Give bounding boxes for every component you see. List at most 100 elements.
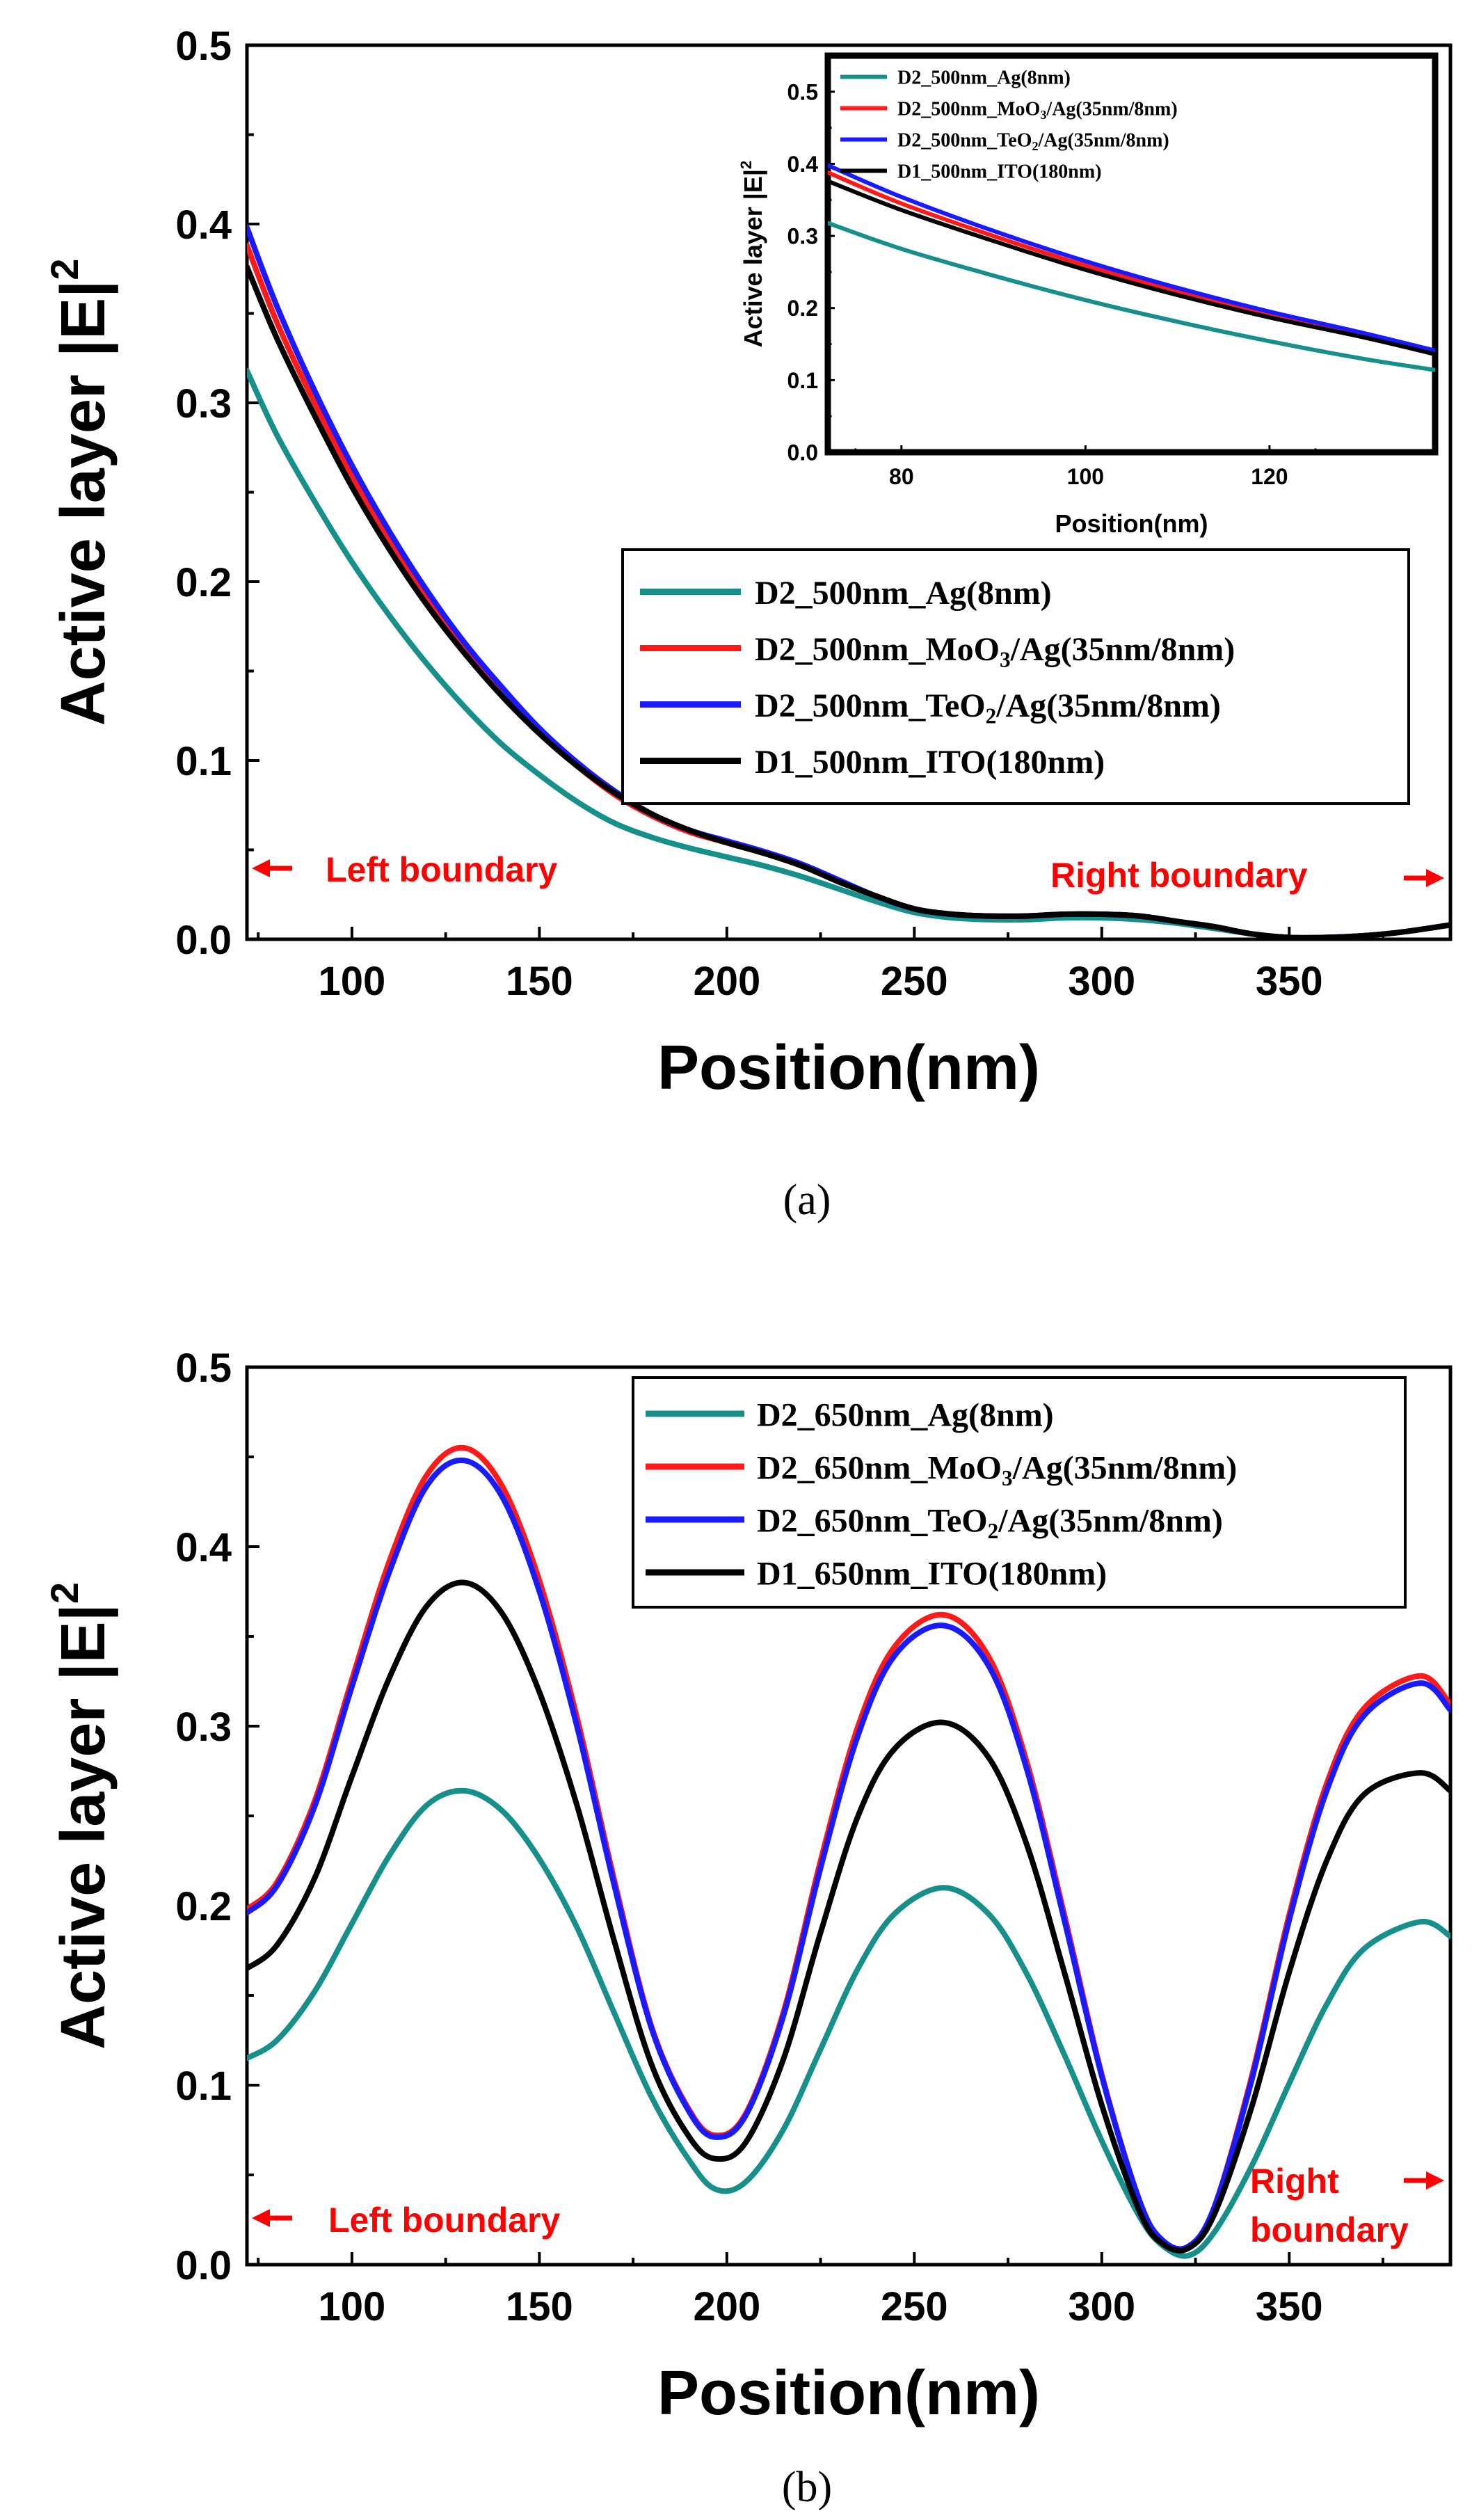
y-axis-title-main: Active layer |E| bbox=[739, 169, 768, 347]
legend-label: D2_650nm_Ag(8nm) bbox=[757, 1396, 1054, 1433]
series-line-3 bbox=[247, 1579, 1450, 2254]
legend-label: D2_500nm_Ag(8nm) bbox=[755, 575, 1052, 612]
y-axis: 0.0 0.1 0.2 0.3 0.4 0.5 bbox=[787, 79, 835, 465]
series-line-1 bbox=[828, 170, 1435, 354]
y-tick-label: 0.5 bbox=[175, 1346, 232, 1391]
legend-label-subscript: 2 bbox=[986, 703, 997, 728]
legend-label-main: D1_500nm_ITO(180nm) bbox=[755, 744, 1105, 781]
x-tick-label: 200 bbox=[693, 959, 760, 1004]
x-axis-title: Position(nm) bbox=[657, 1033, 1040, 1103]
legend-label-subscript: 3 bbox=[1002, 1466, 1013, 1490]
y-axis-title: Active layer |E|2 bbox=[737, 161, 768, 348]
panel-a-inset: 80 100 120 0.0 0.1 0.2 0.3 0.4 0.5 Position(nm) Ac… bbox=[737, 52, 1439, 538]
left-boundary-label: Left boundary bbox=[326, 850, 558, 889]
legend-label-main: D2_650nm_TeO bbox=[757, 1502, 988, 1539]
y-tick-label: 0.2 bbox=[787, 296, 818, 321]
y-axis-title-main: Active layer |E| bbox=[49, 280, 119, 726]
legend-label: D2_650nm_TeO2/Ag(35nm/8nm) bbox=[757, 1502, 1223, 1543]
left-boundary-arrow-head bbox=[252, 859, 270, 877]
x-tick-label: 350 bbox=[1256, 2284, 1323, 2329]
legend-label-main: D2_500nm_TeO bbox=[755, 687, 986, 724]
legend-label: D2_650nm_MoO3/Ag(35nm/8nm) bbox=[757, 1449, 1237, 1490]
right-boundary-label: Right boundary bbox=[1050, 856, 1308, 895]
y-axis-title-superscript: 2 bbox=[42, 1582, 86, 1604]
y-axis-title-superscript: 2 bbox=[737, 161, 755, 169]
y-tick-label: 0.3 bbox=[175, 1705, 232, 1750]
panel-b: 100 150 200 250 300 350 0.0 0.1 0.2 0.3 0.4 0.5 Posi… bbox=[42, 1346, 1453, 2511]
series-group bbox=[247, 225, 1450, 939]
y-axis-title-main: Active layer |E| bbox=[49, 1604, 119, 2050]
right-boundary-label-line1: Right bbox=[1250, 2162, 1339, 2201]
legend-label: D2_500nm_TeO2/Ag(35nm/8nm) bbox=[897, 130, 1169, 154]
series-line-0 bbox=[828, 221, 1435, 372]
figure-root: 100 150 200 250 300 350 0.0 0.1 0.2 0.3 0.4 0.5 Posi… bbox=[42, 24, 1453, 2511]
series-line-2 bbox=[828, 163, 1435, 353]
legend-label-subscript: 2 bbox=[1032, 139, 1038, 153]
legend-label-main: D2_650nm_Ag(8nm) bbox=[757, 1396, 1054, 1433]
legend: D2_650nm_Ag(8nm) D2_650nm_MoO3/Ag(35nm/8n… bbox=[632, 1376, 1407, 1609]
legend-label-subscript: 3 bbox=[1040, 108, 1046, 122]
legend-label-main: D1_650nm_ITO(180nm) bbox=[757, 1555, 1107, 1592]
right-boundary-arrow-head bbox=[1426, 2171, 1444, 2190]
left-boundary-arrow-head bbox=[252, 2209, 270, 2227]
series-line-0 bbox=[247, 1787, 1450, 2259]
legend-label-main: D2_500nm_Ag(8nm) bbox=[755, 575, 1052, 612]
legend-box bbox=[632, 1376, 1407, 1609]
y-tick-label: 0.0 bbox=[175, 918, 232, 963]
caption-a: (a) bbox=[783, 1177, 831, 1224]
legend-label-subscript: 3 bbox=[1000, 647, 1011, 671]
x-tick-label: 200 bbox=[693, 2284, 760, 2329]
x-tick-label: 250 bbox=[881, 959, 948, 1004]
y-tick-label: 0.1 bbox=[175, 2064, 232, 2109]
inset-background bbox=[828, 56, 1435, 452]
legend-label-rest: /Ag(35nm/8nm) bbox=[995, 687, 1221, 724]
legend-label-main: D2_500nm_Ag(8nm) bbox=[897, 67, 1071, 89]
legend: D2_500nm_Ag(8nm) D2_500nm_MoO3/Ag(35nm/8n… bbox=[621, 548, 1410, 805]
legend-label: D1_650nm_ITO(180nm) bbox=[757, 1555, 1107, 1592]
x-tick-label: 300 bbox=[1068, 959, 1135, 1004]
legend-label-rest: /Ag(35nm/8nm) bbox=[1046, 99, 1177, 120]
x-axis: 80 100 120 bbox=[854, 445, 1317, 489]
y-tick-label: 0.1 bbox=[787, 368, 818, 393]
x-tick-label: 250 bbox=[881, 2284, 948, 2329]
x-tick-label: 300 bbox=[1068, 2284, 1135, 2329]
y-tick-label: 0.4 bbox=[175, 1525, 232, 1570]
y-tick-label: 0.2 bbox=[175, 1884, 232, 1929]
y-tick-label: 0.1 bbox=[175, 739, 232, 784]
legend-label-main: D2_500nm_MoO bbox=[897, 99, 1040, 120]
x-tick-label: 120 bbox=[1251, 464, 1288, 489]
legend-box bbox=[621, 548, 1410, 805]
x-tick-label: 350 bbox=[1256, 959, 1323, 1004]
x-tick-label: 100 bbox=[319, 2284, 386, 2329]
legend-label-main: D1_500nm_ITO(180nm) bbox=[897, 161, 1102, 183]
y-axis: 0.0 0.1 0.2 0.3 0.4 0.5 bbox=[175, 24, 259, 963]
legend: D2_500nm_Ag(8nm) D2_500nm_MoO3/Ag(35nm/8n… bbox=[840, 67, 1178, 183]
legend-label-rest: /Ag(35nm/8nm) bbox=[998, 1502, 1223, 1539]
y-axis-title: Active layer |E|2 bbox=[42, 259, 119, 726]
legend-label: D1_500nm_ITO(180nm) bbox=[897, 161, 1102, 183]
legend-label: D2_500nm_TeO2/Ag(35nm/8nm) bbox=[755, 687, 1221, 728]
legend-label: D2_500nm_MoO3/Ag(35nm/8nm) bbox=[755, 631, 1235, 672]
x-axis: 100 150 200 250 300 350 bbox=[257, 2252, 1384, 2329]
y-tick-label: 0.0 bbox=[175, 2243, 232, 2288]
y-tick-label: 0.3 bbox=[787, 224, 818, 249]
x-axis-title: Position(nm) bbox=[657, 2359, 1040, 2428]
legend-label-main: D2_650nm_MoO bbox=[757, 1449, 1002, 1486]
series-line-2 bbox=[247, 1457, 1450, 2252]
x-tick-label: 100 bbox=[319, 959, 386, 1004]
legend-label: D2_500nm_MoO3/Ag(35nm/8nm) bbox=[897, 99, 1178, 122]
y-tick-label: 0.4 bbox=[787, 152, 819, 177]
legend-label-rest: /Ag(35nm/8nm) bbox=[1012, 1449, 1238, 1486]
panel-a: 100 150 200 250 300 350 0.0 0.1 0.2 0.3 0.4 0.5 Posi… bbox=[42, 24, 1453, 1224]
y-axis: 0.0 0.1 0.2 0.3 0.4 0.5 bbox=[175, 1346, 259, 2288]
legend-label-main: D2_500nm_TeO bbox=[897, 130, 1032, 152]
x-tick-label: 150 bbox=[506, 2284, 573, 2329]
y-axis-title-superscript: 2 bbox=[42, 259, 86, 280]
y-tick-label: 0.3 bbox=[175, 381, 232, 426]
legend-label: D1_500nm_ITO(180nm) bbox=[755, 744, 1105, 781]
x-tick-label: 80 bbox=[889, 464, 914, 489]
y-tick-label: 0.2 bbox=[175, 560, 232, 605]
legend-label-rest: /Ag(35nm/8nm) bbox=[1010, 631, 1235, 668]
right-boundary-arrow-head bbox=[1426, 869, 1444, 887]
